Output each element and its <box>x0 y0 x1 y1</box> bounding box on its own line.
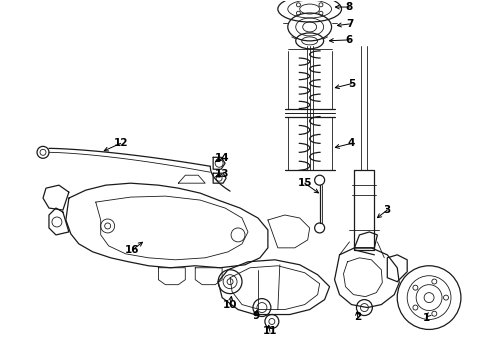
Text: 13: 13 <box>215 169 229 179</box>
Text: 8: 8 <box>346 2 353 12</box>
Text: 4: 4 <box>348 138 355 148</box>
Text: 16: 16 <box>125 245 140 255</box>
Text: 1: 1 <box>422 312 430 323</box>
Text: 14: 14 <box>215 153 229 163</box>
Text: 9: 9 <box>252 311 260 320</box>
Text: 6: 6 <box>346 35 353 45</box>
Text: 12: 12 <box>113 138 128 148</box>
Text: 5: 5 <box>348 79 355 89</box>
Text: 11: 11 <box>263 327 277 337</box>
Text: 2: 2 <box>354 311 361 321</box>
Text: 15: 15 <box>297 178 312 188</box>
Text: 7: 7 <box>346 19 353 29</box>
Text: 3: 3 <box>384 205 391 215</box>
Text: 10: 10 <box>223 300 237 310</box>
